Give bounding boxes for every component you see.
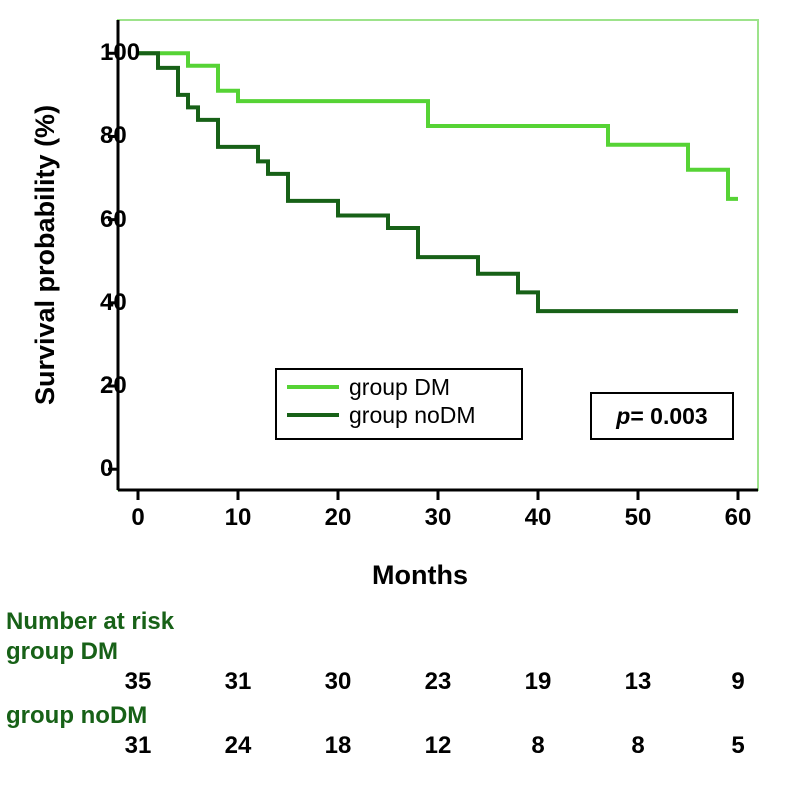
x-axis-label: Months [372,560,468,591]
km-plot-page: Survival probability (%) 020406080100 01… [0,0,800,792]
p-value-box: p = 0.003 [590,392,734,440]
x-tick-label: 20 [325,504,352,532]
risk-cell: 31 [125,732,152,760]
risk-group-label: group noDM [6,702,147,730]
risk-cell: 18 [325,732,352,760]
risk-cell: 9 [731,668,744,696]
x-tick-label: 10 [225,504,252,532]
legend-swatch [287,413,339,417]
risk-cell: 8 [631,732,644,760]
legend-item: group noDM [287,401,511,429]
risk-cell: 12 [425,732,452,760]
risk-cell: 35 [125,668,152,696]
survival-plot [0,0,798,530]
number-at-risk-table: Number at riskgroup DM35 31 30 23 19 13 9 group… [0,608,800,788]
risk-cell: 24 [225,732,252,760]
risk-group-label: group DM [6,638,118,666]
x-tick-label: 50 [625,504,652,532]
legend-label: group noDM [349,402,476,429]
risk-cell: 5 [731,732,744,760]
legend-swatch [287,385,339,389]
risk-cell: 19 [525,668,552,696]
series-dm [138,53,738,199]
risk-cell: 23 [425,668,452,696]
x-tick-label: 30 [425,504,452,532]
x-tick-label: 0 [131,504,144,532]
legend: group DMgroup noDM [275,368,523,440]
legend-item: group DM [287,373,511,401]
risk-cell: 13 [625,668,652,696]
risk-cell: 8 [531,732,544,760]
legend-label: group DM [349,374,450,401]
risk-cell: 31 [225,668,252,696]
risk-cell: 30 [325,668,352,696]
x-tick-label: 40 [525,504,552,532]
x-tick-label: 60 [725,504,752,532]
risk-title: Number at risk [6,608,174,636]
